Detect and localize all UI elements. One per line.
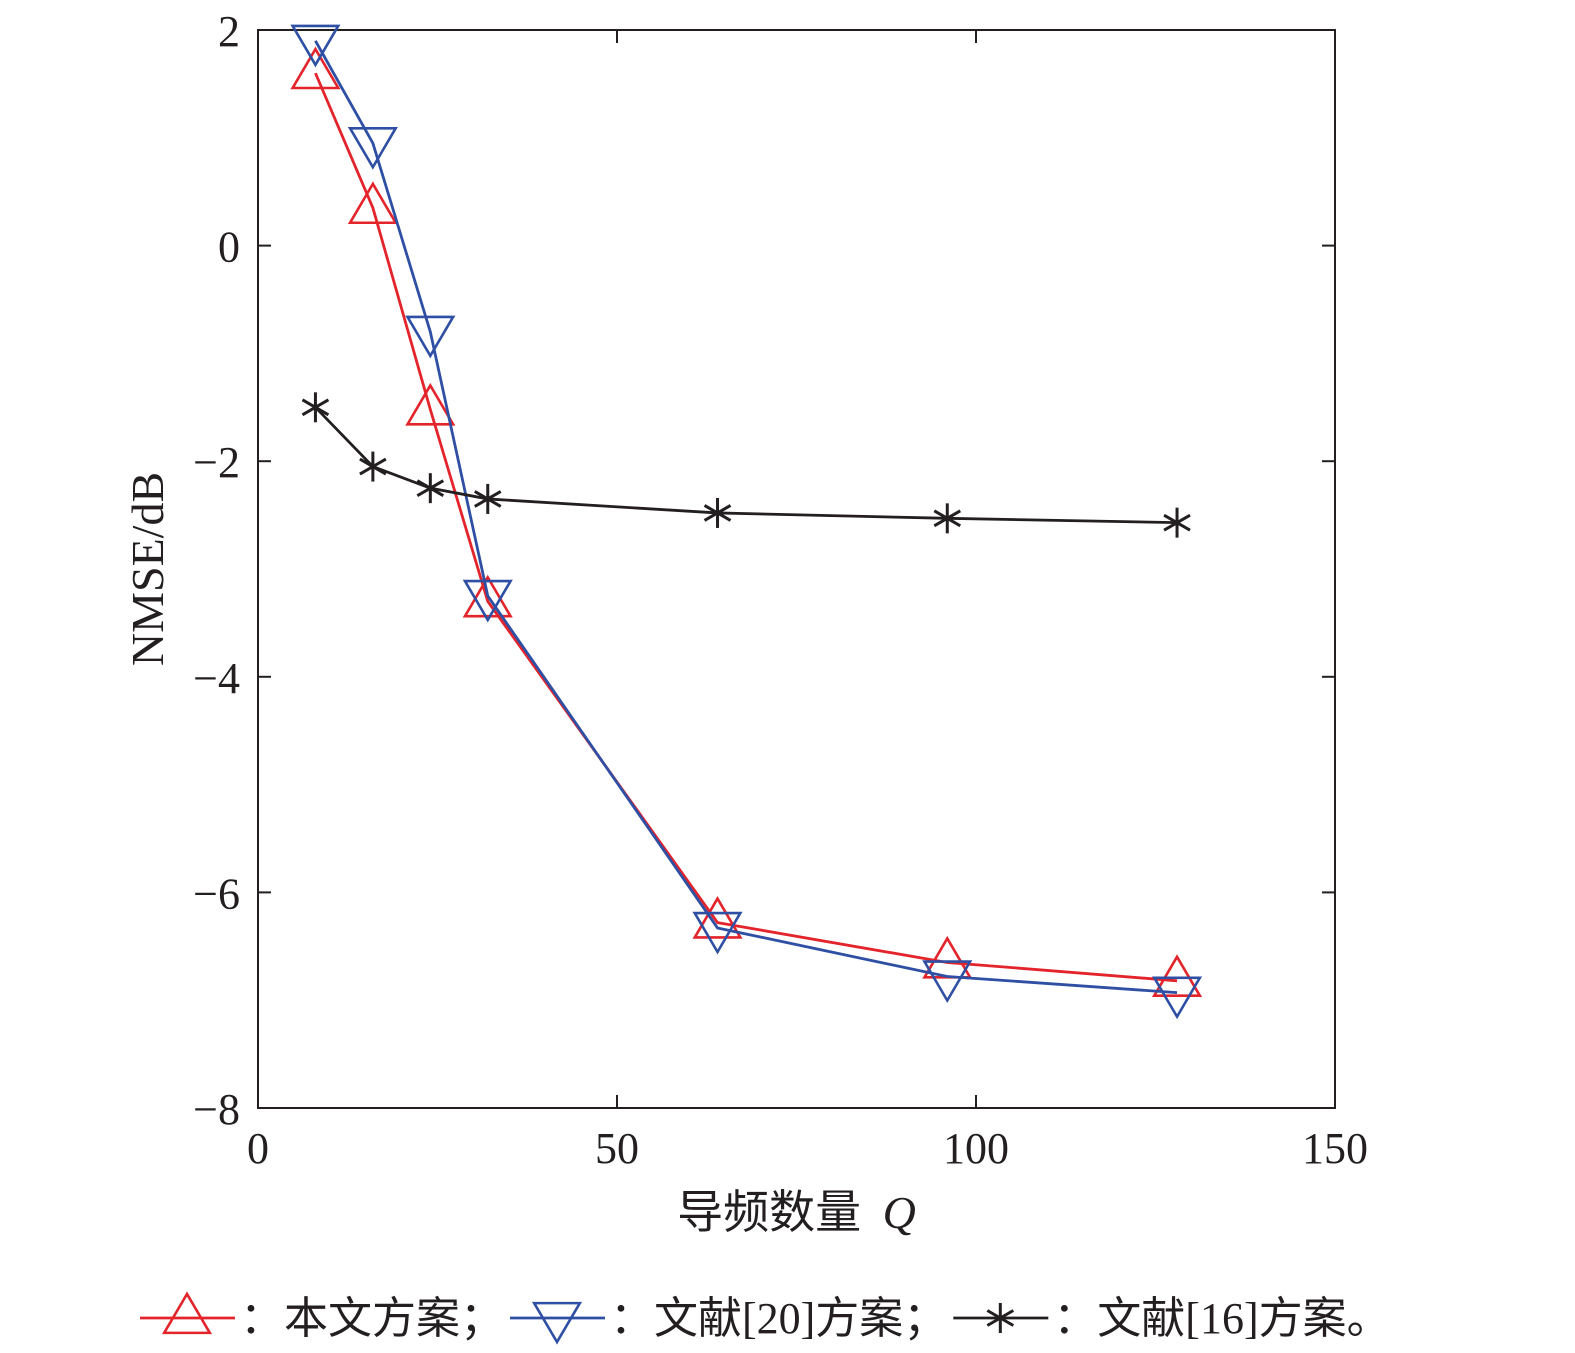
- legend-label: ：文献[20]方案；: [610, 1294, 947, 1343]
- marker-star: [1163, 507, 1191, 538]
- marker-star: [986, 1303, 1015, 1333]
- x-axis-title: 导频数量 Q: [677, 1187, 916, 1238]
- marker-triangle-down: [692, 911, 743, 955]
- marker-star: [933, 503, 962, 534]
- marker-star-stroke: [986, 1309, 1015, 1327]
- marker-star-stroke: [301, 398, 330, 417]
- x-tick-label: 150: [1302, 1124, 1368, 1173]
- marker-triangle-up: [405, 382, 456, 426]
- legend-label: ：本文方案；: [240, 1294, 504, 1343]
- marker-star-stroke: [416, 479, 445, 497]
- y-tick-label: 0: [218, 223, 240, 272]
- x-axis-title-var: Q: [883, 1187, 916, 1238]
- legend-item-2: ：文献[16]方案。: [953, 1294, 1391, 1343]
- marker-triangle-down: [347, 127, 398, 170]
- marker-triangle-up: [1151, 954, 1203, 997]
- marker-triangle-up: [462, 574, 513, 618]
- y-tick-label: −8: [193, 1085, 240, 1134]
- x-tick-label: 50: [595, 1124, 639, 1173]
- marker-triangle-down: [922, 960, 973, 1004]
- series-1: [290, 24, 1203, 1020]
- marker-star: [703, 497, 732, 528]
- marker-triangle-down: [531, 1301, 583, 1345]
- plot-border: [257, 29, 1336, 1109]
- marker-triangle-up: [692, 896, 743, 939]
- y-tick-label: 2: [218, 7, 240, 56]
- axis-ticks: [257, 29, 1336, 1109]
- marker-star: [301, 392, 330, 423]
- x-tick-label: 100: [943, 1124, 1009, 1173]
- legend: ：本文方案； ：文献[20]方案； ：文献[16]方案。: [140, 1291, 1391, 1345]
- legend-item-1: ：文献[20]方案；: [510, 1294, 947, 1345]
- y-tick-label: −2: [193, 438, 240, 487]
- marker-triangle-down: [405, 315, 456, 359]
- y-tick-label: −6: [193, 869, 240, 918]
- series-2: [301, 392, 1191, 538]
- data-series: [290, 24, 1203, 1020]
- legend-item-0: ：本文方案；: [140, 1291, 504, 1343]
- series-line: [314, 40, 1178, 995]
- marker-triangle-down: [1151, 976, 1203, 1020]
- marker-triangle-up: [161, 1291, 213, 1335]
- y-axis-title: NMSE/dB: [122, 472, 173, 666]
- marker-star-stroke: [1163, 513, 1191, 532]
- plot-area: [257, 29, 1336, 1109]
- marker-triangle-up: [347, 181, 398, 225]
- series-line: [314, 72, 1178, 983]
- marker-star: [474, 483, 502, 514]
- marker-star-stroke: [703, 504, 732, 522]
- marker-star: [416, 473, 445, 504]
- marker-triangle-up: [290, 46, 341, 90]
- x-tick-label: 0: [247, 1124, 269, 1173]
- tick-labels: 0 50 100 150 −8 −6 −4 −2 0 2: [193, 7, 1368, 1173]
- marker-star-stroke: [933, 509, 962, 528]
- marker-triangle-down: [290, 24, 341, 68]
- legend-label: ：文献[16]方案。: [1053, 1294, 1390, 1343]
- marker-star: [359, 451, 387, 482]
- series-0: [290, 46, 1203, 997]
- marker-triangle-down: [462, 579, 513, 623]
- marker-star-stroke: [474, 490, 502, 508]
- y-tick-label: −4: [193, 654, 240, 703]
- x-axis-title-text: 导频数量: [677, 1187, 861, 1238]
- marker-star-stroke: [359, 457, 387, 476]
